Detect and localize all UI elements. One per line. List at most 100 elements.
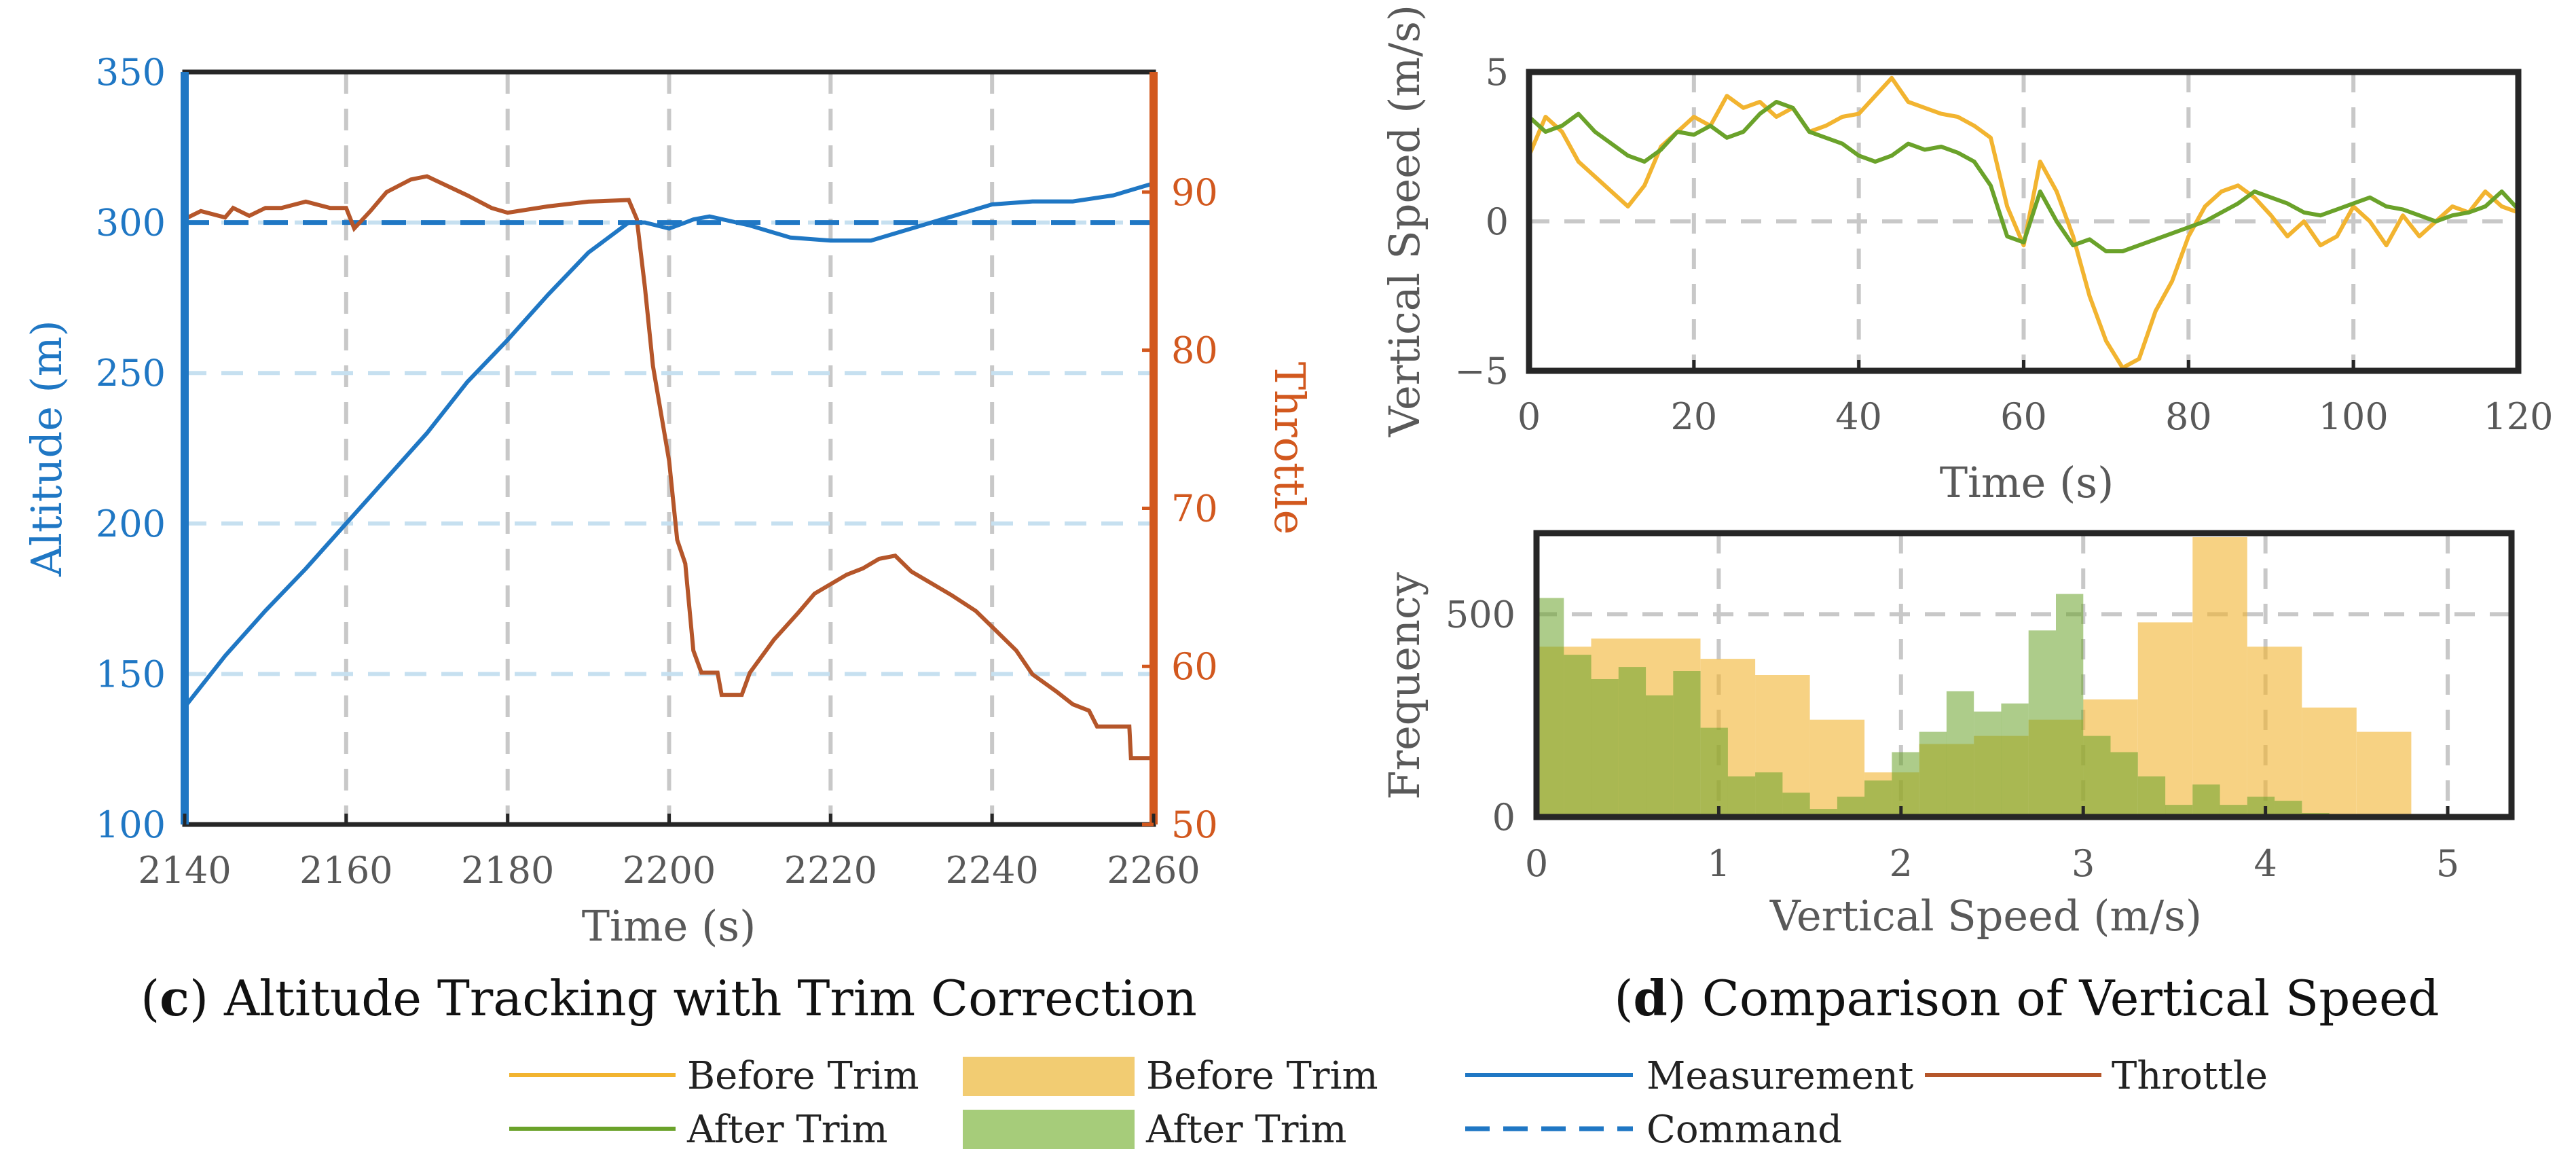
histogram-xtick-label: 5 xyxy=(2436,842,2459,885)
after-trim-bar xyxy=(1537,598,1564,817)
legend-item-before-trim-line: Before Trim xyxy=(509,1054,919,1098)
vertical-speed-grid xyxy=(1529,72,2518,371)
after-trim-bar xyxy=(2028,630,2056,817)
before-trim-bar xyxy=(2192,537,2247,817)
legend-label: Command xyxy=(1646,1108,1842,1152)
legend: Before Trim After Trim Before Trim After… xyxy=(509,1054,2268,1152)
after-trim-bar xyxy=(1591,679,1619,817)
histogram-ticks: 0 1 2 3 4 5 0 500 xyxy=(1446,593,2459,885)
legend-item-measurement: Measurement xyxy=(1465,1054,1914,1098)
after-trim-bar xyxy=(2110,752,2138,817)
after-trim-bar xyxy=(1782,793,1810,817)
caption-c-text: Altitude Tracking with Trim Correction xyxy=(223,970,1197,1027)
histogram-xlabel: Vertical Speed (m/s) xyxy=(1769,891,2202,941)
altitude-ytick-label: 150 xyxy=(96,653,166,695)
legend-label: After Trim xyxy=(686,1108,888,1152)
throttle-ytick-label: 70 xyxy=(1171,487,1218,530)
legend-label: Before Trim xyxy=(687,1054,919,1098)
after-trim-bar xyxy=(1809,809,1837,817)
legend-item-after-trim-patch: After Trim xyxy=(963,1108,1347,1152)
before-trim-bar xyxy=(2247,647,2302,817)
caption-c-letter: c xyxy=(160,969,189,1027)
after-trim-bar xyxy=(2247,797,2275,817)
after-trim-bar xyxy=(1700,727,1728,817)
caption-c: (c) Altitude Tracking with Trim Correcti… xyxy=(141,969,1197,1027)
after-trim-bar xyxy=(1837,797,1865,817)
after-trim-bar xyxy=(2275,801,2302,817)
histogram-xtick-label: 4 xyxy=(2253,842,2277,885)
altitude-ticks: 2140 2160 2180 2200 2220 2240 2260 100 150 200 250… xyxy=(96,51,1218,892)
after-trim-bar xyxy=(1946,691,1974,817)
caption-d-letter: d xyxy=(1633,969,1667,1027)
histogram-ytick-label: 500 xyxy=(1446,593,1515,636)
legend-item-command: Command xyxy=(1465,1108,1842,1152)
altitude-ylabel: Altitude (m) xyxy=(22,320,71,577)
after-trim-bar xyxy=(1755,772,1783,817)
altitude-xtick-label: 2160 xyxy=(299,849,392,892)
altitude-chart: 2140 2160 2180 2200 2220 2240 2260 100 150 200 250… xyxy=(22,51,1314,951)
vertical-speed-ylabel: Vertical Speed (m/s) xyxy=(1380,5,1429,437)
vertical-speed-ytick-label: 0 xyxy=(1486,200,1509,243)
before-trim-line xyxy=(1529,75,2518,370)
altitude-grid xyxy=(185,72,1154,824)
throttle-ytick-label: 90 xyxy=(1171,171,1218,214)
throttle-ytick-label: 80 xyxy=(1171,329,1218,372)
before-trim-bar xyxy=(2356,731,2412,817)
altitude-xtick-label: 2140 xyxy=(138,849,231,892)
vertical-speed-xtick-label: 120 xyxy=(2483,395,2553,438)
vertical-speed-xtick-label: 40 xyxy=(1835,395,1882,438)
histogram-frame xyxy=(1533,530,2515,820)
measurement-line xyxy=(185,181,1154,709)
altitude-ytick-label: 200 xyxy=(96,503,166,545)
altitude-xtick-label: 2240 xyxy=(945,849,1038,892)
after-trim-bar xyxy=(1864,780,1892,817)
after-trim-bar xyxy=(1892,752,1919,817)
throttle-ytick-label: 60 xyxy=(1171,645,1218,688)
after-trim-bar xyxy=(2192,784,2220,817)
histogram-xtick-label: 2 xyxy=(1890,842,1913,885)
caption-d: (d) Comparison of Vertical Speed xyxy=(1614,969,2439,1027)
altitude-xlabel: Time (s) xyxy=(582,901,756,951)
after-trim-bar xyxy=(2056,594,2084,817)
altitude-ytick-label: 100 xyxy=(96,803,166,846)
throttle-ylabel: Throttle xyxy=(1265,362,1314,535)
legend-label: After Trim xyxy=(1145,1108,1347,1152)
after-trim-bar xyxy=(1673,671,1701,817)
altitude-ytick-label: 350 xyxy=(96,51,166,94)
after-trim-bar xyxy=(1919,731,1947,817)
altitude-xtick-label: 2180 xyxy=(461,849,554,892)
after-trim-bar xyxy=(1646,695,1674,817)
after-trim-bar xyxy=(2083,736,2111,817)
caption-d-text: Comparison of Vertical Speed xyxy=(1702,970,2440,1027)
legend-label: Before Trim xyxy=(1146,1054,1378,1098)
after-trim-bar xyxy=(1618,667,1646,817)
after-trim-bar xyxy=(2137,776,2166,817)
histogram-ytick-label: 0 xyxy=(1492,796,1515,839)
legend-label: Throttle xyxy=(2112,1054,2268,1098)
after-trim-line xyxy=(1529,100,2518,253)
throttle-line xyxy=(185,174,1154,761)
after-trim-bar xyxy=(1974,711,2002,817)
altitude-ytick-label: 250 xyxy=(96,352,166,395)
throttle-ytick-label: 50 xyxy=(1171,803,1218,846)
altitude-xtick-label: 2200 xyxy=(623,849,716,892)
vertical-speed-xtick-label: 80 xyxy=(2165,395,2212,438)
altitude-xtick-label: 2220 xyxy=(784,849,877,892)
vertical-speed-ytick-label: −5 xyxy=(1454,350,1509,393)
before-trim-bar xyxy=(2302,707,2357,817)
vertical-speed-xtick-label: 100 xyxy=(2319,395,2389,438)
after-trim-bar xyxy=(2001,703,2029,817)
histogram-ylabel: Frequency xyxy=(1380,572,1429,799)
legend-item-after-trim-line: After Trim xyxy=(509,1108,888,1152)
vertical-speed-xtick-label: 20 xyxy=(1670,395,1717,438)
histogram-xtick-label: 0 xyxy=(1525,842,1548,885)
vertical-speed-chart: 0 20 40 60 80 100 120−505 Time (s) Vertical Sp… xyxy=(1380,5,2554,507)
legend-label: Measurement xyxy=(1646,1054,1914,1098)
vertical-speed-ytick-label: 5 xyxy=(1486,51,1509,94)
altitude-ytick-label: 300 xyxy=(96,202,166,244)
histogram-xtick-label: 3 xyxy=(2072,842,2095,885)
vertical-speed-xlabel: Time (s) xyxy=(1940,458,2114,507)
vertical-speed-ticks: 0 20 40 60 80 100 120−505 xyxy=(1454,51,2553,438)
after-trim-bar xyxy=(1564,655,1591,817)
